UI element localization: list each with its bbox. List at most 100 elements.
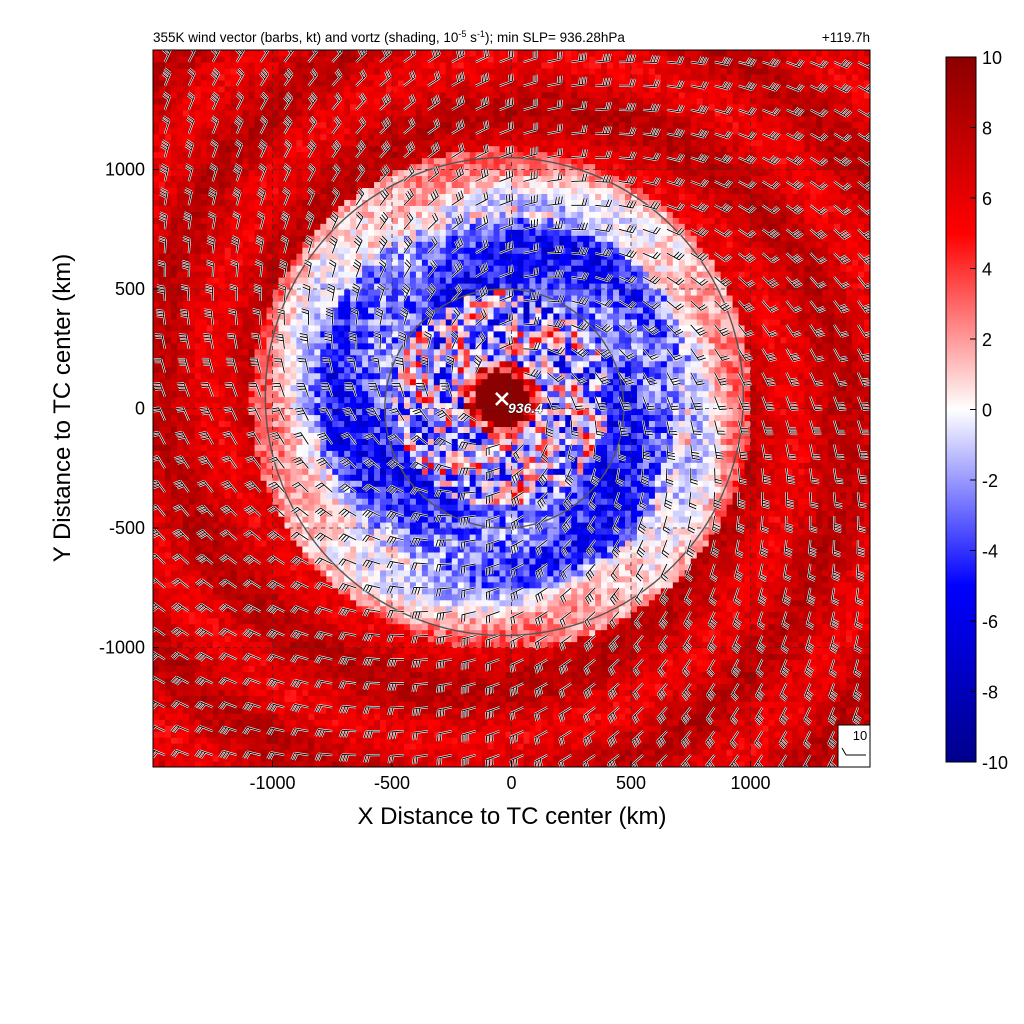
vorticity-cell bbox=[314, 689, 321, 696]
vorticity-cell bbox=[153, 187, 160, 194]
vorticity-cell bbox=[230, 408, 238, 416]
vorticity-cell bbox=[170, 426, 178, 433]
vorticity-cell bbox=[320, 229, 327, 236]
vorticity-cell bbox=[308, 181, 315, 189]
vorticity-cell bbox=[374, 533, 381, 541]
vorticity-cell bbox=[200, 486, 208, 493]
vorticity-cell bbox=[164, 480, 172, 487]
vorticity-cell bbox=[278, 211, 286, 218]
vorticity-cell bbox=[242, 253, 250, 260]
vorticity-cell bbox=[182, 115, 190, 123]
vorticity-cell bbox=[290, 205, 297, 212]
vorticity-cell bbox=[350, 605, 357, 613]
vorticity-cell bbox=[356, 737, 363, 744]
vorticity-cell bbox=[236, 641, 244, 649]
vorticity-cell bbox=[386, 324, 393, 332]
vorticity-cell bbox=[290, 450, 297, 457]
vorticity-cell bbox=[392, 312, 399, 320]
vorticity-cell bbox=[266, 408, 274, 416]
vorticity-cell bbox=[236, 432, 244, 439]
vorticity-cell bbox=[362, 528, 369, 535]
vorticity-cell bbox=[182, 731, 190, 738]
vorticity-cell bbox=[296, 294, 303, 302]
vorticity-cell bbox=[344, 665, 351, 672]
vorticity-cell bbox=[242, 617, 250, 625]
vorticity-cell bbox=[284, 659, 292, 667]
vorticity-cell bbox=[344, 492, 351, 499]
vorticity-cell bbox=[153, 271, 160, 278]
vorticity-cell bbox=[224, 199, 232, 206]
vorticity-cell bbox=[374, 342, 381, 350]
vorticity-cell bbox=[356, 551, 363, 559]
vorticity-cell bbox=[266, 647, 274, 655]
vorticity-cell bbox=[320, 127, 327, 135]
vorticity-cell bbox=[230, 563, 238, 571]
vorticity-cell bbox=[153, 737, 160, 744]
vorticity-cell bbox=[326, 498, 333, 505]
vorticity-cell bbox=[182, 414, 190, 422]
vorticity-cell bbox=[344, 474, 351, 481]
vorticity-cell bbox=[176, 73, 184, 81]
vorticity-cell bbox=[164, 539, 172, 547]
vorticity-cell bbox=[188, 707, 196, 714]
vorticity-cell bbox=[158, 414, 166, 422]
vorticity-cell bbox=[248, 61, 256, 69]
vorticity-cell bbox=[206, 539, 214, 547]
vorticity-cell bbox=[284, 545, 292, 553]
vorticity-cell bbox=[392, 181, 399, 189]
vorticity-cell bbox=[212, 265, 220, 272]
vorticity-cell bbox=[200, 289, 208, 296]
vorticity-cell bbox=[158, 187, 166, 194]
vorticity-cell bbox=[158, 659, 166, 667]
vorticity-cell bbox=[272, 539, 280, 547]
vorticity-cell bbox=[176, 653, 184, 661]
vorticity-cell bbox=[158, 444, 166, 451]
vorticity-cell bbox=[170, 569, 178, 577]
vorticity-cell bbox=[397, 761, 405, 767]
vorticity-cell bbox=[260, 533, 268, 541]
vorticity-cell bbox=[344, 193, 351, 200]
vorticity-cell bbox=[212, 366, 220, 374]
vorticity-cell bbox=[218, 181, 226, 189]
vorticity-cell bbox=[224, 259, 232, 266]
vorticity-cell bbox=[158, 103, 166, 111]
vorticity-cell bbox=[302, 127, 309, 135]
vorticity-cell bbox=[200, 73, 208, 81]
vorticity-cell bbox=[194, 468, 202, 475]
vorticity-cell bbox=[212, 689, 220, 696]
vorticity-cell bbox=[254, 139, 262, 147]
vorticity-cell bbox=[308, 551, 315, 559]
vorticity-cell bbox=[182, 623, 190, 631]
vorticity-cell bbox=[320, 641, 327, 649]
vorticity-cell bbox=[320, 300, 327, 308]
vorticity-cell bbox=[200, 139, 208, 147]
vorticity-cell bbox=[206, 432, 214, 439]
vorticity-cell bbox=[308, 755, 315, 762]
vorticity-cell bbox=[356, 659, 363, 667]
vorticity-cell bbox=[296, 593, 303, 601]
vorticity-cell bbox=[224, 743, 232, 750]
vorticity-cell bbox=[206, 408, 214, 416]
vorticity-cell bbox=[290, 300, 297, 308]
vorticity-cell bbox=[380, 731, 387, 738]
vorticity-cell bbox=[320, 761, 327, 767]
vorticity-cell bbox=[308, 360, 315, 368]
vorticity-cell bbox=[272, 372, 280, 380]
vorticity-cell bbox=[350, 133, 357, 141]
vorticity-cell bbox=[296, 450, 303, 457]
vorticity-cell bbox=[362, 360, 369, 368]
vorticity-cell bbox=[206, 73, 214, 81]
vorticity-cell bbox=[176, 127, 184, 135]
vorticity-cell bbox=[164, 665, 172, 672]
vorticity-cell bbox=[374, 504, 381, 511]
vorticity-cell bbox=[350, 480, 357, 487]
vorticity-cell bbox=[248, 300, 256, 308]
vorticity-cell bbox=[338, 563, 345, 571]
vorticity-cell bbox=[284, 414, 292, 422]
vorticity-cell bbox=[362, 61, 369, 69]
vorticity-cell bbox=[158, 91, 166, 99]
vorticity-cell bbox=[224, 271, 232, 278]
vorticity-cell bbox=[314, 85, 321, 93]
vorticity-cell bbox=[182, 50, 190, 57]
vorticity-cell bbox=[320, 163, 327, 171]
